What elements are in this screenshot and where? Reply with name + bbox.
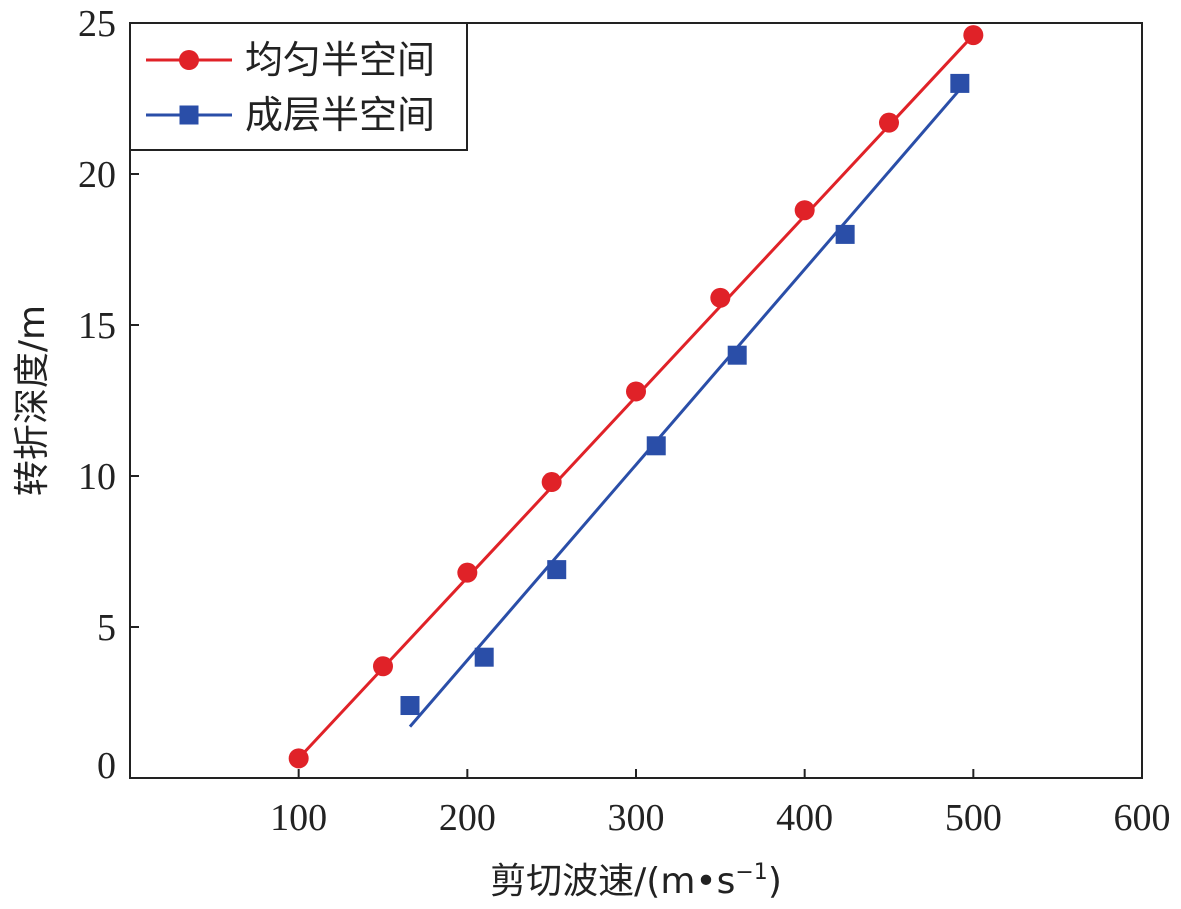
x-tick-label: 500 <box>945 797 1002 839</box>
x-tick-label: 100 <box>270 797 327 839</box>
y-tick-label: 10 <box>78 456 116 498</box>
data-point <box>626 381 646 402</box>
y-axis-title: 转折深度/m <box>12 305 53 496</box>
legend-label: 成层半空间 <box>245 93 435 137</box>
legend-marker <box>179 105 199 125</box>
series-1 <box>288 25 984 769</box>
x-axis-title-exponent: −1 <box>735 860 767 885</box>
x-axis-title-main: 剪切波速/(m•s <box>490 861 735 902</box>
legend-item-1: 均匀半空间 <box>146 38 435 82</box>
y-tick-label: 5 <box>97 607 116 649</box>
y-tick-label: 20 <box>78 154 116 196</box>
data-point <box>963 25 984 46</box>
x-axis-title: 剪切波速/(m•s−1) <box>490 860 782 902</box>
legend-label: 均匀半空间 <box>245 38 435 82</box>
data-point <box>400 696 420 716</box>
x-axis-title-close: ) <box>768 861 782 902</box>
series-2 <box>400 73 970 728</box>
y-tick-label: 25 <box>78 3 116 45</box>
data-point <box>541 472 562 493</box>
fit-line <box>408 88 961 728</box>
data-point <box>835 224 855 244</box>
data-point <box>727 345 747 365</box>
data-point <box>288 748 309 769</box>
data-point <box>950 73 970 93</box>
data-point <box>879 112 899 133</box>
x-tick-label: 600 <box>1114 797 1171 839</box>
data-point <box>474 647 494 667</box>
x-tick-label: 200 <box>439 797 496 839</box>
data-point <box>373 656 393 677</box>
data-point <box>646 436 666 456</box>
y-tick-label: 15 <box>78 305 116 347</box>
legend-item-2: 成层半空间 <box>146 93 435 137</box>
legend-box <box>129 22 468 151</box>
data-point <box>457 562 478 583</box>
legend-marker <box>179 50 199 70</box>
data-point <box>710 287 731 308</box>
data-point <box>794 200 815 221</box>
x-tick-label: 400 <box>776 797 833 839</box>
data-point <box>547 560 567 580</box>
x-tick-label: 300 <box>608 797 665 839</box>
y-tick-label: 0 <box>97 745 116 787</box>
